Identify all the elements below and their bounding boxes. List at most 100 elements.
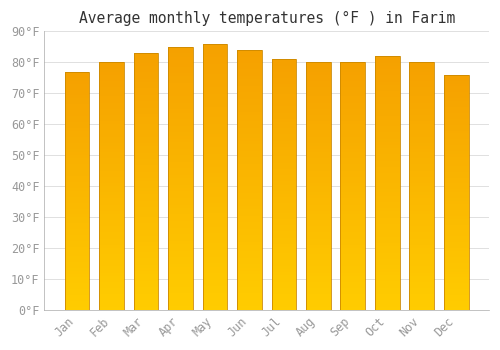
Bar xyxy=(444,263,468,266)
Bar xyxy=(64,96,90,98)
Bar xyxy=(272,84,296,88)
Bar xyxy=(237,50,262,53)
Bar xyxy=(99,251,124,254)
Bar xyxy=(237,258,262,261)
Bar xyxy=(202,214,228,217)
Bar xyxy=(168,270,193,274)
Bar xyxy=(410,192,434,195)
Bar xyxy=(202,94,228,97)
Bar xyxy=(272,144,296,147)
Bar xyxy=(202,97,228,100)
Bar xyxy=(99,217,124,220)
Bar xyxy=(410,62,434,310)
Bar xyxy=(306,229,331,232)
Bar xyxy=(340,161,365,164)
Bar xyxy=(272,225,296,228)
Bar xyxy=(237,277,262,280)
Bar xyxy=(444,233,468,236)
Bar xyxy=(134,153,158,156)
Bar xyxy=(99,161,124,164)
Bar xyxy=(272,78,296,81)
Bar xyxy=(237,76,262,79)
Bar xyxy=(168,241,193,244)
Bar xyxy=(99,298,124,300)
Bar xyxy=(410,62,434,65)
Bar xyxy=(306,270,331,273)
Bar xyxy=(237,177,262,180)
Bar xyxy=(272,253,296,257)
Bar xyxy=(306,202,331,205)
Bar xyxy=(237,245,262,248)
Bar xyxy=(306,99,331,103)
Bar xyxy=(444,131,468,133)
Bar xyxy=(340,183,365,186)
Bar xyxy=(410,248,434,251)
Bar xyxy=(237,138,262,141)
Bar xyxy=(340,307,365,310)
Bar xyxy=(444,254,468,257)
Bar xyxy=(237,128,262,131)
Bar xyxy=(202,147,228,150)
Bar xyxy=(64,75,90,78)
Bar xyxy=(340,239,365,242)
Bar xyxy=(444,113,468,116)
Bar xyxy=(202,177,228,180)
Bar xyxy=(340,254,365,257)
Bar xyxy=(340,251,365,254)
Bar xyxy=(64,197,90,199)
Bar xyxy=(168,228,193,231)
Bar xyxy=(99,276,124,279)
Bar xyxy=(306,168,331,170)
Bar xyxy=(99,164,124,168)
Bar xyxy=(134,89,158,92)
Bar xyxy=(202,87,228,90)
Bar xyxy=(306,279,331,282)
Bar xyxy=(375,288,400,291)
Bar xyxy=(340,223,365,226)
Bar xyxy=(64,80,90,84)
Bar xyxy=(306,131,331,133)
Bar xyxy=(272,291,296,294)
Bar xyxy=(340,245,365,248)
Bar xyxy=(168,205,193,208)
Bar xyxy=(444,98,468,101)
Bar xyxy=(444,278,468,280)
Bar xyxy=(306,251,331,254)
Bar xyxy=(134,172,158,175)
Bar xyxy=(375,60,400,63)
Bar xyxy=(134,197,158,201)
Bar xyxy=(99,136,124,140)
Bar xyxy=(202,170,228,174)
Bar xyxy=(272,303,296,307)
Bar xyxy=(202,104,228,107)
Bar xyxy=(64,194,90,197)
Bar xyxy=(410,223,434,226)
Bar xyxy=(272,100,296,103)
Bar xyxy=(237,50,262,310)
Bar xyxy=(306,282,331,285)
Bar xyxy=(134,111,158,114)
Bar xyxy=(99,239,124,242)
Bar xyxy=(410,149,434,152)
Bar xyxy=(134,56,158,60)
Bar xyxy=(99,140,124,143)
Bar xyxy=(340,121,365,124)
Bar xyxy=(410,112,434,115)
Bar xyxy=(340,291,365,294)
Bar xyxy=(272,307,296,310)
Bar xyxy=(134,117,158,120)
Bar xyxy=(306,118,331,121)
Bar xyxy=(410,276,434,279)
Bar xyxy=(340,127,365,131)
Bar xyxy=(134,53,158,56)
Bar xyxy=(64,72,90,75)
Bar xyxy=(272,62,296,65)
Bar xyxy=(410,65,434,69)
Bar xyxy=(237,144,262,147)
Bar xyxy=(306,303,331,307)
Bar xyxy=(375,208,400,211)
Bar xyxy=(444,148,468,151)
Bar xyxy=(375,205,400,208)
Bar xyxy=(410,220,434,223)
Bar xyxy=(306,232,331,236)
